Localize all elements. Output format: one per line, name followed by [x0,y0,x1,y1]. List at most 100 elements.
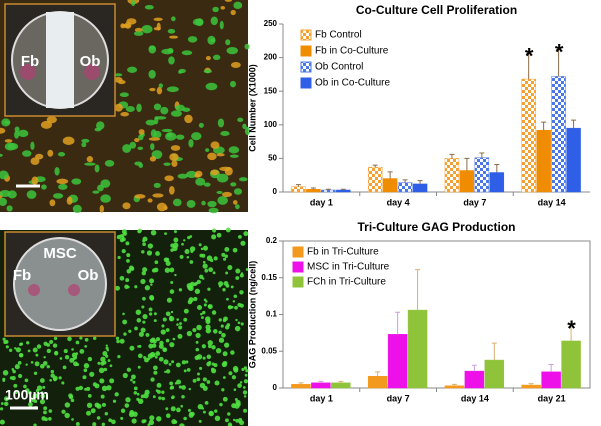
cell [226,46,238,55]
cell [133,31,144,36]
cell [220,6,226,10]
cell [141,25,153,34]
cell [140,327,146,333]
cell [197,404,204,410]
cell [134,194,146,199]
cell [164,267,171,273]
cell [42,385,46,389]
cell [220,324,224,328]
cell [40,393,46,399]
error-bar [387,171,393,179]
cell [164,175,174,182]
x-tick-label: day 1 [310,197,333,207]
cell [203,69,212,74]
cell [156,416,162,422]
error-bar [464,157,470,171]
cell [178,70,183,74]
cell [52,343,58,348]
x-tick-label: day 14 [538,197,566,207]
cell [212,228,217,233]
error-bar [451,383,457,386]
cell [221,252,226,257]
cell [149,351,156,358]
cell [129,345,135,351]
cell [180,404,184,408]
cell [144,285,151,291]
cell [81,138,90,143]
cell [165,257,170,262]
cell [192,327,197,333]
cell [179,254,184,259]
cell [200,316,204,319]
cell [50,369,55,374]
cell [232,418,236,422]
micrograph [0,0,251,214]
cell [225,271,229,275]
cell [120,416,124,420]
cell [243,395,247,398]
cell [224,418,229,423]
cell [217,195,228,205]
cell [146,250,153,256]
cell [226,323,231,327]
cell [216,232,222,238]
cell [147,243,154,249]
cell [230,61,241,69]
cell [2,370,9,376]
cell [206,380,211,384]
bar [444,158,460,193]
cell [84,345,87,348]
cell [170,110,182,117]
cell [133,386,138,391]
cell [242,390,248,395]
cell [98,367,105,374]
cell [210,258,214,263]
cell [158,343,164,349]
bar [489,172,505,193]
cell [211,234,217,240]
cell [41,416,46,421]
cell [32,347,38,353]
error-bar [479,152,485,158]
cell [165,260,171,266]
cell [150,229,157,236]
cell [116,339,120,344]
cell [0,407,4,411]
cell [71,418,74,421]
cell [39,363,45,369]
cell [108,418,113,423]
cell [245,369,249,373]
cell [76,363,80,367]
inset-label: MSC [43,245,77,262]
cell [218,330,222,335]
bar [397,182,413,193]
cell [30,157,40,165]
error-bar [494,163,500,173]
cell [4,339,9,344]
cell [158,83,164,89]
cell [27,349,31,353]
cell [57,152,66,157]
cell [230,9,236,16]
cell [144,389,150,395]
cell [137,365,141,369]
legend-swatch [292,261,304,273]
cell [129,410,135,415]
cell [211,345,216,350]
cell [227,264,233,271]
cell [205,324,211,330]
significance-marker: * [555,39,564,64]
cell [109,364,113,368]
cell [202,245,209,251]
cell [134,285,138,289]
cell [7,190,17,199]
cell [147,357,151,361]
cell [92,422,97,426]
cell [165,369,171,374]
cell [145,119,156,126]
cell [194,170,203,178]
cell [239,177,248,182]
cell [207,35,216,45]
error-bar [310,187,316,190]
cell [188,387,192,391]
